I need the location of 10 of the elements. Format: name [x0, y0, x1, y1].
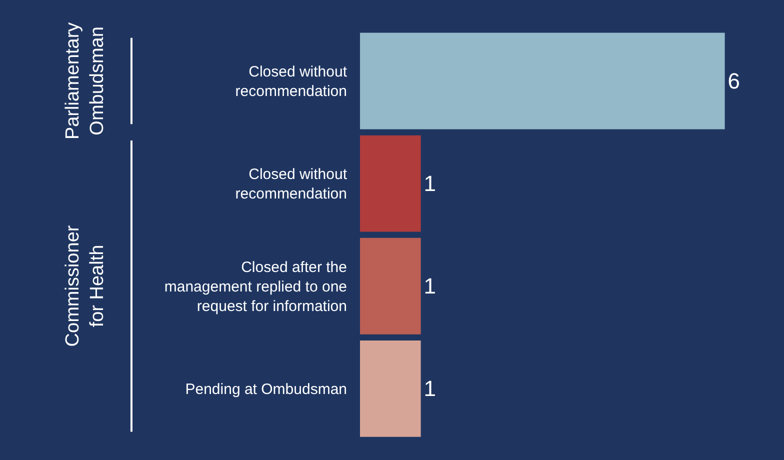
data-label: 1	[424, 171, 436, 196]
y-tick-label: Closed without recommendation	[235, 166, 348, 203]
text: Commissioner for Health	[62, 224, 108, 347]
text: Parliamentary Ombudsman	[62, 22, 108, 140]
y-tick-label: Closed without recommendation	[235, 64, 348, 100]
data-label: 1	[424, 274, 436, 299]
y-tick-label: Closed after the management replied to one request for information	[164, 258, 347, 315]
data-label: 6	[728, 68, 740, 94]
data-label: 1	[424, 376, 436, 402]
y-tick-label: Pending at Ombudsman	[185, 380, 347, 398]
